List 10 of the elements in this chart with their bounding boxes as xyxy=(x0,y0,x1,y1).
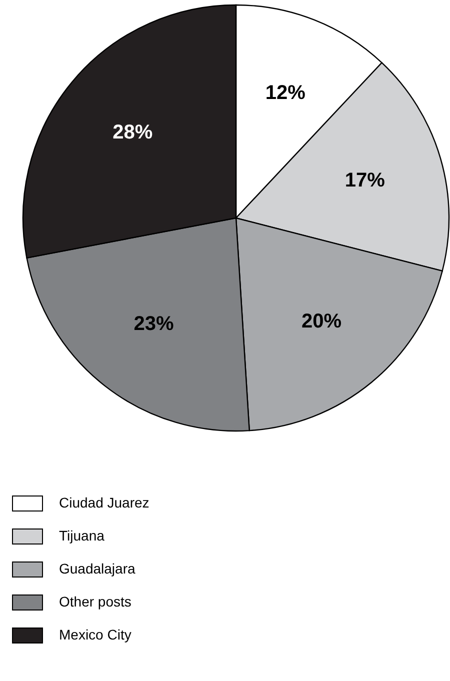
legend-label: Ciudad Juarez xyxy=(59,494,150,510)
data-label: 17% xyxy=(344,170,386,192)
data-label: 28% xyxy=(112,121,153,144)
legend-label: Guadalajara xyxy=(59,560,136,576)
data-label: 20% xyxy=(302,310,342,332)
legend-label: Tijuana xyxy=(59,528,105,544)
data-label: 12% xyxy=(265,82,306,104)
legend-label: Mexico City xyxy=(59,626,132,642)
legend-label: Other posts xyxy=(59,594,132,610)
data-label: 23% xyxy=(134,313,174,336)
